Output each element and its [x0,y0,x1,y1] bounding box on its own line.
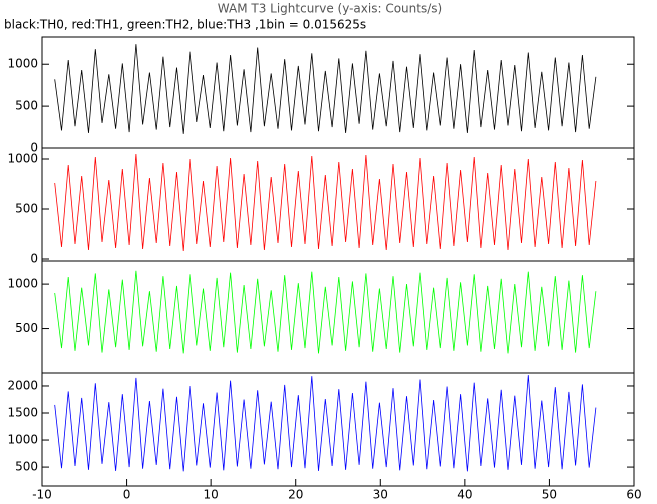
chart-title: WAM T3 Lightcurve (y-axis: Counts/s) [218,2,442,16]
y-tick-label: 500 [15,321,38,335]
light-curve [54,375,597,472]
y-tick-label: 500 [15,99,38,113]
y-tick-label: 2000 [7,378,38,392]
y-tick-label: 1000 [7,57,38,71]
y-tick-label: 500 [15,460,38,474]
y-tick-label: 1000 [7,152,38,166]
light-curve [54,153,597,252]
y-tick-label: 1000 [7,433,38,447]
y-tick-label: 0 [30,141,38,155]
x-tick-label: 40 [457,488,472,502]
y-tick-label: 0 [30,252,38,266]
plot-frame [41,372,635,487]
y-tick-label: 500 [15,202,38,216]
x-tick-label: 0 [123,488,131,502]
x-tick-label: 10 [204,488,219,502]
x-tick-label: 60 [626,488,641,502]
y-tick-label: 1000 [7,277,38,291]
x-tick-label: 30 [373,488,388,502]
x-tick-label: 50 [542,488,557,502]
x-tick-label: -10 [32,488,52,502]
chart-subtitle: black:TH0, red:TH1, green:TH2, blue:TH3 … [4,18,366,32]
light-curve [54,44,597,134]
y-tick-label: 1500 [7,406,38,420]
x-tick-label: 20 [288,488,303,502]
light-curve [54,270,597,354]
